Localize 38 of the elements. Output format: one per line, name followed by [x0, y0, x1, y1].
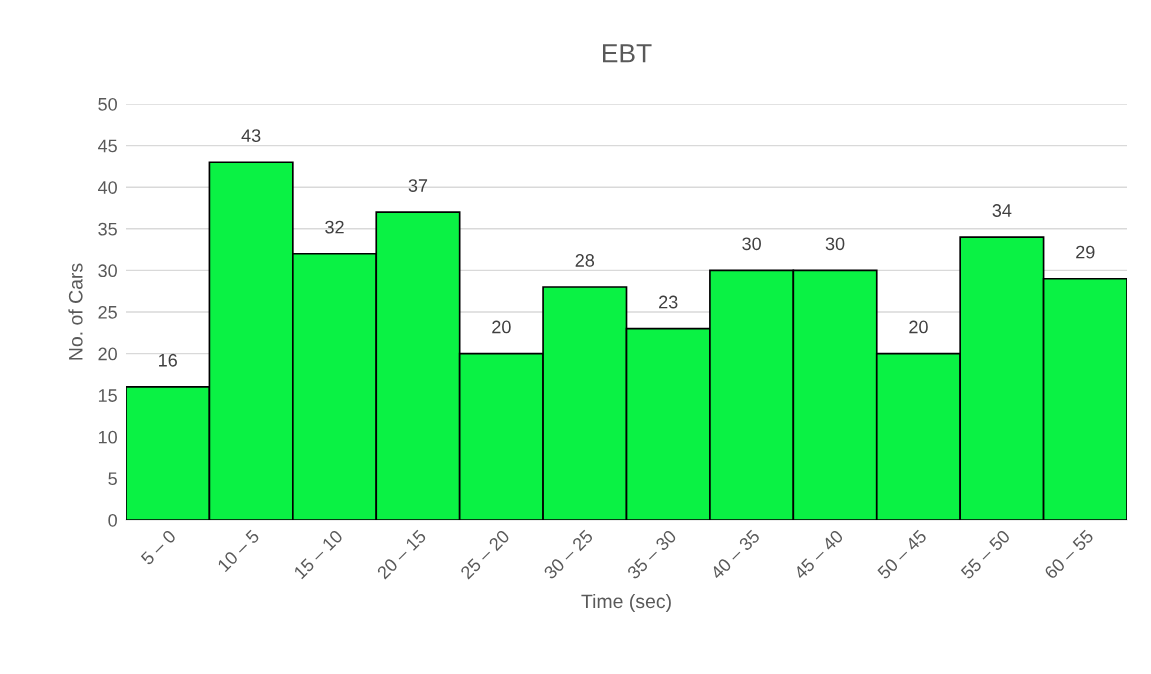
data-label: 30	[825, 237, 845, 251]
x-tick-label: 40 – 35	[709, 529, 761, 581]
y-tick-label: 15	[98, 389, 117, 402]
data-label: 29	[1076, 245, 1095, 259]
x-tick-label: 60 – 55	[1043, 529, 1095, 580]
x-tick-label: 5 – 0	[140, 529, 177, 566]
y-tick-label: 45	[98, 139, 117, 153]
y-tick-label: 40	[98, 181, 117, 194]
data-label: 16	[159, 353, 177, 367]
x-tick-label: 50 – 45	[876, 529, 928, 580]
y-tick-label: 0	[108, 513, 117, 527]
data-label: 20	[492, 320, 511, 334]
data-label: 34	[992, 204, 1012, 217]
y-tick-label: 10	[98, 430, 117, 444]
x-tick-label: 30 – 25	[543, 529, 594, 580]
data-label: 30	[742, 237, 761, 251]
x-tick-label: 25 – 20	[459, 529, 511, 580]
data-label: 32	[325, 220, 344, 234]
x-axis-title: Time (sec)	[581, 593, 671, 613]
x-tick-label: 35 – 30	[626, 529, 678, 580]
y-tick-label: 5	[108, 472, 117, 486]
x-tick-label: 45 – 40	[793, 529, 844, 581]
x-tick-label: 20 – 15	[376, 529, 427, 580]
data-label: 37	[408, 179, 428, 192]
y-axis-title: No. of Cars	[68, 263, 83, 360]
data-label: 28	[575, 254, 595, 267]
data-label: 23	[659, 295, 678, 309]
y-tick-label: 25	[98, 305, 117, 319]
y-tick-label: 50	[98, 97, 117, 111]
data-label: 20	[909, 320, 928, 334]
x-tick-label: 15 – 10	[293, 529, 344, 580]
data-label: 43	[241, 129, 261, 142]
x-tick-label: 55 – 50	[960, 529, 1011, 580]
y-tick-label: 35	[98, 222, 117, 236]
x-tick-label: 10 – 5	[216, 529, 260, 573]
chart-title: EBT	[603, 44, 652, 63]
y-tick-label: 30	[98, 264, 117, 278]
y-tick-label: 20	[98, 347, 117, 361]
